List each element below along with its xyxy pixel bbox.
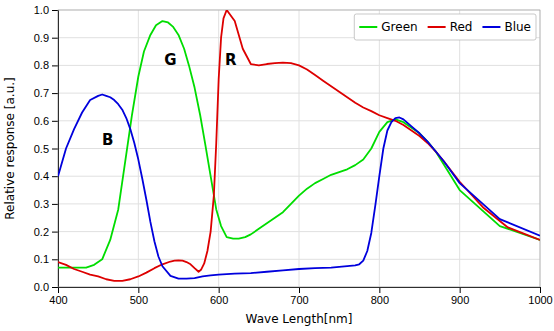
tick-mark xyxy=(138,287,139,293)
legend: Green Red Blue xyxy=(354,14,536,40)
legend-swatch xyxy=(482,26,500,28)
tick-mark xyxy=(299,287,300,293)
grid-line-y xyxy=(58,203,540,204)
tick: 0.3 xyxy=(34,198,58,210)
tick: 1.0 xyxy=(34,4,58,16)
legend-box xyxy=(354,14,536,40)
tick-label: 0.3 xyxy=(34,198,49,210)
tick-label: 0.4 xyxy=(34,170,49,182)
tick-mark xyxy=(52,232,58,233)
tick-label: 0.1 xyxy=(34,253,49,265)
axis-line xyxy=(59,288,541,294)
tick: 0.5 xyxy=(34,143,58,155)
axis-line xyxy=(52,11,59,288)
plot: 400 500 600 700 800 900 1000 0.0 0.1 0.2 0.3 0.4 0.5… xyxy=(34,4,553,306)
grid-line-y xyxy=(58,231,540,232)
tick-label: 500 xyxy=(130,294,148,306)
tick-label: 1.0 xyxy=(34,4,49,16)
tick: 1000 xyxy=(528,287,552,306)
legend-label: Blue xyxy=(504,20,531,34)
tick-mark xyxy=(460,287,461,293)
grid-line-y xyxy=(58,93,540,94)
chart: 400 500 600 700 800 900 1000 0.0 0.1 0.2 0.3 0.4 0.5… xyxy=(0,0,554,331)
legend-swatch xyxy=(428,26,446,28)
tick: 900 xyxy=(451,287,469,306)
tick-mark xyxy=(52,204,58,205)
legend-swatch xyxy=(359,26,377,28)
tick-label: 0.2 xyxy=(34,226,49,238)
tick-mark xyxy=(219,287,220,293)
tick-mark xyxy=(379,287,380,293)
x-axis: 400 500 600 700 800 900 1000 xyxy=(49,287,552,306)
tick: 700 xyxy=(290,287,308,306)
plot-frame xyxy=(58,10,540,287)
tick-label: 0.9 xyxy=(34,32,49,44)
tick: 800 xyxy=(371,287,389,306)
tick: 0.2 xyxy=(34,226,58,238)
grid-line-y xyxy=(58,176,540,177)
tick-label: 0.0 xyxy=(34,281,49,293)
tick-label: 600 xyxy=(210,294,228,306)
annotations: G R B xyxy=(102,51,237,149)
tick-label: 0.6 xyxy=(34,115,49,127)
series-line xyxy=(58,94,540,278)
tick-mark xyxy=(52,259,58,260)
tick-mark xyxy=(52,287,58,288)
grid xyxy=(58,10,540,287)
tick: 400 xyxy=(49,287,67,306)
series-line xyxy=(58,21,540,268)
tick: 0.1 xyxy=(34,253,58,265)
tick-mark xyxy=(52,93,58,94)
legend-label: Red xyxy=(450,20,473,34)
lines xyxy=(58,10,540,281)
tick-mark xyxy=(52,176,58,177)
tick-mark xyxy=(52,38,58,39)
tick-label: 0.7 xyxy=(34,87,49,99)
tick-label: 1000 xyxy=(528,294,552,306)
legend-entry: Blue xyxy=(482,20,531,34)
tick-label: 0.8 xyxy=(34,59,49,71)
tick-label: 900 xyxy=(451,294,469,306)
annotation: B xyxy=(102,131,113,149)
legend-label: Green xyxy=(381,20,417,34)
x-axis-title: Wave Length[nm] xyxy=(246,312,353,326)
tick: 0.0 xyxy=(34,281,58,293)
tick-mark xyxy=(52,149,58,150)
annotation: G xyxy=(164,51,176,69)
tick: 600 xyxy=(210,287,228,306)
tick: 0.9 xyxy=(34,32,58,44)
y-axis: 0.0 0.1 0.2 0.3 0.4 0.5 0.6 0.7 0.8 0.9 1.0 xyxy=(34,4,59,293)
tick: 0.6 xyxy=(34,115,58,127)
series-line xyxy=(58,10,540,281)
tick-mark xyxy=(52,65,58,66)
tick: 0.4 xyxy=(34,170,58,182)
tick-mark xyxy=(540,287,541,293)
legend-entry: Green xyxy=(359,20,417,34)
tick-label: 0.5 xyxy=(34,143,49,155)
y-axis-title: Relative response [a.u.] xyxy=(3,77,17,219)
grid-line-y xyxy=(58,259,540,260)
tick: 0.7 xyxy=(34,87,58,99)
tick-label: 400 xyxy=(49,294,67,306)
legend-entry: Red xyxy=(428,20,473,34)
tick-label: 800 xyxy=(371,294,389,306)
tick: 500 xyxy=(130,287,148,306)
annotation: R xyxy=(225,51,237,69)
tick: 0.8 xyxy=(34,59,58,71)
grid-line-y xyxy=(58,148,540,149)
tick-mark xyxy=(52,10,58,11)
tick-label: 700 xyxy=(290,294,308,306)
tick-mark xyxy=(52,121,58,122)
